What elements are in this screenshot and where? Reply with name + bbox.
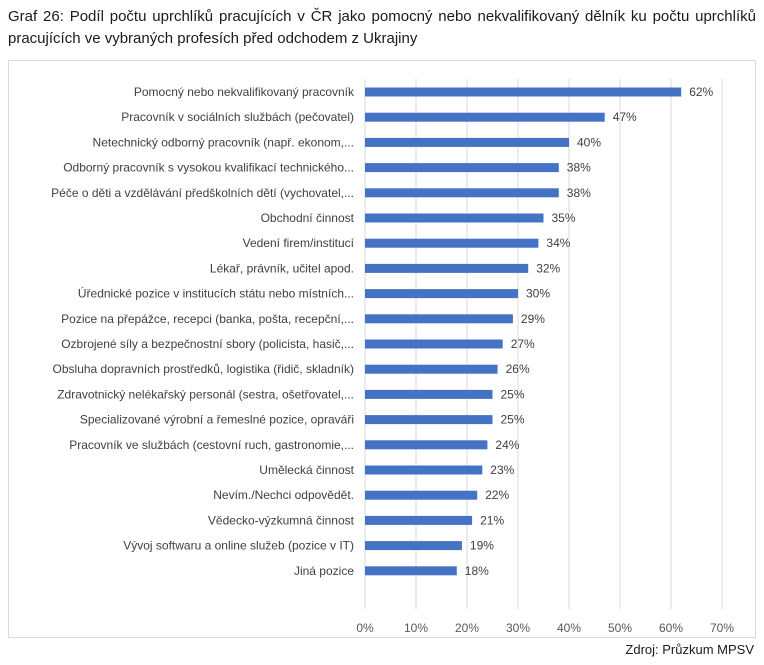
bar — [365, 541, 462, 551]
bar — [365, 238, 539, 248]
category-label: Umělecká činnost — [259, 463, 354, 477]
category-label: Specializované výrobní a řemeslné pozice… — [80, 413, 354, 427]
value-label: 25% — [501, 413, 525, 427]
bar — [365, 465, 483, 475]
category-label: Pomocný nebo nekvalifikovaný pracovník — [134, 85, 355, 99]
value-label: 35% — [552, 211, 576, 225]
bar — [365, 213, 544, 223]
category-label: Obchodní činnost — [261, 211, 355, 225]
category-label: Lékař, právník, učitel apod. — [210, 261, 354, 275]
bar — [365, 263, 529, 273]
bar — [365, 566, 457, 576]
bar — [365, 490, 478, 500]
x-tick-label: 30% — [506, 621, 530, 635]
bar — [365, 515, 473, 525]
category-label: Pozice na přepážce, recepci (banka, pošt… — [61, 312, 354, 326]
bar — [365, 188, 559, 198]
value-label: 25% — [501, 387, 525, 401]
chart-caption: Graf 26: Podíl počtu uprchlíků pracující… — [8, 8, 756, 47]
value-label: 18% — [465, 564, 489, 578]
category-label: Úřednické pozice v institucích státu neb… — [78, 286, 354, 301]
category-label: Vědecko-výzkumná činnost — [208, 513, 355, 527]
value-label: 19% — [470, 539, 494, 553]
bar-chart: Pomocný nebo nekvalifikovaný pracovník Pr… — [51, 79, 734, 635]
category-label: Obsluha dopravních prostředků, logistika… — [53, 362, 354, 376]
chart-area: Pomocný nebo nekvalifikovaný pracovník Pr… — [8, 60, 756, 638]
category-label: Odborný pracovník s vysokou kvalifikací … — [63, 161, 354, 175]
category-label: Zdravotnický nelékařský personál (sestra… — [57, 387, 354, 401]
value-label: 30% — [526, 287, 550, 301]
value-label: 24% — [495, 438, 519, 452]
value-label: 40% — [577, 135, 601, 149]
category-label: Nevím./Nechci odpovědět. — [213, 488, 354, 502]
value-label: 29% — [521, 312, 545, 326]
category-labels: Pomocný nebo nekvalifikovaný pracovník Pr… — [51, 85, 355, 578]
x-axis-tick-labels: 0% 10% 20% 30% 40% 50% 60% 70% — [356, 621, 734, 635]
x-tick-label: 20% — [455, 621, 479, 635]
source-note: Zdroj: Průzkum MPSV — [625, 642, 754, 657]
bar — [365, 415, 493, 425]
x-tick-label: 50% — [608, 621, 632, 635]
x-tick-label: 40% — [557, 621, 581, 635]
category-label: Vývoj softwaru a online služeb (pozice v… — [123, 539, 354, 553]
category-label: Ozbrojené síly a bezpečnostní sbory (pol… — [61, 337, 354, 351]
category-label: Netechnický odborný pracovník (např. eko… — [93, 135, 354, 149]
bar — [365, 112, 605, 122]
value-labels: 62% 47% 40% 38% 38% 35% 34% 32% 30% 29% 27% 26% 25% 2… — [465, 85, 714, 578]
value-label: 21% — [480, 513, 504, 527]
category-label: Jiná pozice — [294, 564, 354, 578]
bar — [365, 339, 503, 349]
bar — [365, 163, 559, 173]
bar — [365, 289, 518, 299]
x-tick-label: 70% — [710, 621, 734, 635]
value-label: 32% — [536, 261, 560, 275]
category-label: Pracovník v sociálních službách (pečovat… — [121, 110, 354, 124]
category-label: Vedení firem/institucí — [243, 236, 355, 250]
category-label: Péče o děti a vzdělávání předškolních dě… — [51, 186, 354, 200]
bar — [365, 314, 513, 324]
value-label: 38% — [567, 186, 591, 200]
value-label: 62% — [689, 85, 713, 99]
bar — [365, 440, 488, 450]
value-label: 38% — [567, 161, 591, 175]
bar — [365, 389, 493, 399]
value-label: 22% — [485, 488, 509, 502]
bar — [365, 137, 569, 147]
x-tick-label: 60% — [659, 621, 683, 635]
x-tick-label: 0% — [356, 621, 374, 635]
bar — [365, 364, 498, 374]
value-label: 34% — [546, 236, 570, 250]
value-label: 47% — [613, 110, 637, 124]
bar — [365, 87, 682, 97]
value-label: 23% — [490, 463, 514, 477]
x-tick-label: 10% — [404, 621, 428, 635]
category-label: Pracovník ve službách (cestovní ruch, ga… — [69, 438, 354, 452]
value-label: 26% — [506, 362, 530, 376]
bars — [365, 87, 682, 576]
value-label: 27% — [511, 337, 535, 351]
